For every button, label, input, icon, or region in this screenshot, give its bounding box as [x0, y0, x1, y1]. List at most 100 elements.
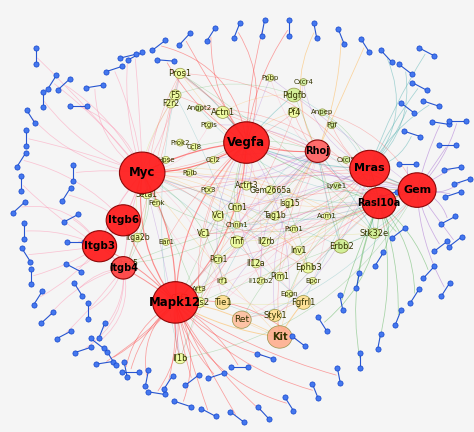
Point: [337, 380, 344, 387]
Text: Fenk: Fenk: [148, 200, 164, 206]
Point: [430, 52, 438, 59]
Point: [30, 302, 37, 308]
Point: [67, 184, 74, 191]
Point: [258, 32, 265, 39]
Text: Acm1: Acm1: [317, 213, 337, 219]
Point: [92, 361, 100, 368]
Circle shape: [195, 105, 203, 111]
Text: Styk1: Styk1: [263, 311, 287, 320]
Point: [162, 37, 169, 44]
Point: [395, 161, 403, 168]
Text: Ephb3: Ephb3: [295, 264, 321, 272]
Point: [254, 403, 261, 410]
Point: [395, 60, 402, 67]
Point: [87, 335, 94, 342]
Circle shape: [166, 99, 175, 108]
Point: [13, 163, 21, 170]
Circle shape: [285, 290, 293, 297]
Point: [254, 350, 261, 357]
Point: [412, 161, 420, 168]
Point: [227, 408, 234, 415]
Point: [100, 82, 107, 89]
Circle shape: [333, 182, 340, 189]
Text: Tag1b: Tag1b: [264, 212, 286, 220]
Text: Pim1: Pim1: [270, 272, 289, 281]
Point: [109, 358, 117, 365]
Point: [313, 35, 320, 41]
Point: [437, 221, 444, 228]
Point: [407, 299, 414, 306]
Circle shape: [106, 205, 140, 236]
Text: Anpep: Anpep: [311, 109, 333, 115]
Point: [356, 349, 364, 356]
Circle shape: [174, 353, 186, 364]
Point: [39, 104, 46, 111]
Point: [265, 415, 273, 422]
Point: [171, 398, 178, 405]
Circle shape: [334, 239, 349, 253]
Point: [58, 198, 66, 205]
Text: Ccl2: Ccl2: [206, 157, 221, 163]
Point: [380, 249, 387, 256]
Point: [419, 98, 427, 105]
Point: [377, 194, 384, 200]
Point: [197, 405, 205, 412]
Circle shape: [170, 90, 181, 100]
Point: [53, 335, 60, 342]
Point: [244, 364, 252, 371]
Point: [161, 391, 169, 398]
Point: [356, 365, 364, 372]
Circle shape: [265, 186, 275, 194]
Point: [310, 19, 318, 26]
Circle shape: [251, 259, 261, 268]
Text: Seta1: Seta1: [136, 190, 158, 199]
Point: [112, 362, 119, 369]
Point: [120, 358, 128, 365]
Point: [438, 293, 445, 300]
Point: [220, 370, 228, 377]
Point: [446, 121, 453, 128]
Point: [132, 51, 140, 57]
Point: [20, 220, 27, 227]
Point: [374, 346, 382, 353]
Text: Erbb2: Erbb2: [329, 242, 354, 251]
Point: [388, 235, 395, 242]
Point: [393, 188, 401, 195]
Point: [21, 198, 29, 205]
Point: [103, 348, 111, 355]
Point: [182, 382, 189, 389]
Circle shape: [266, 74, 274, 81]
Point: [339, 307, 346, 314]
Text: Vcl: Vcl: [212, 212, 224, 220]
Point: [169, 372, 176, 379]
Text: Rasl10a: Rasl10a: [357, 198, 401, 208]
Point: [261, 17, 268, 24]
Point: [124, 57, 131, 64]
Point: [436, 141, 443, 148]
Point: [100, 345, 108, 352]
Text: Itgb6: Itgb6: [108, 215, 139, 226]
Point: [377, 47, 384, 54]
Point: [415, 44, 423, 51]
Point: [281, 394, 289, 400]
Text: Vegfa: Vegfa: [228, 136, 265, 149]
Point: [87, 344, 95, 351]
Circle shape: [309, 277, 317, 284]
Point: [145, 367, 152, 374]
Point: [397, 307, 405, 314]
Text: Ppib: Ppib: [182, 170, 197, 176]
Point: [64, 238, 71, 245]
Circle shape: [350, 150, 390, 187]
Text: Pdgfb: Pdgfb: [282, 91, 306, 99]
Point: [401, 225, 409, 232]
Point: [423, 87, 431, 94]
Text: Epcr: Epcr: [305, 278, 320, 284]
Text: Inv1: Inv1: [291, 246, 307, 255]
Point: [39, 88, 46, 95]
Circle shape: [186, 169, 193, 176]
Text: Pros1: Pros1: [169, 69, 191, 78]
Point: [270, 356, 277, 362]
Circle shape: [286, 88, 301, 102]
Point: [314, 395, 322, 402]
Text: F2r2: F2r2: [162, 99, 179, 108]
